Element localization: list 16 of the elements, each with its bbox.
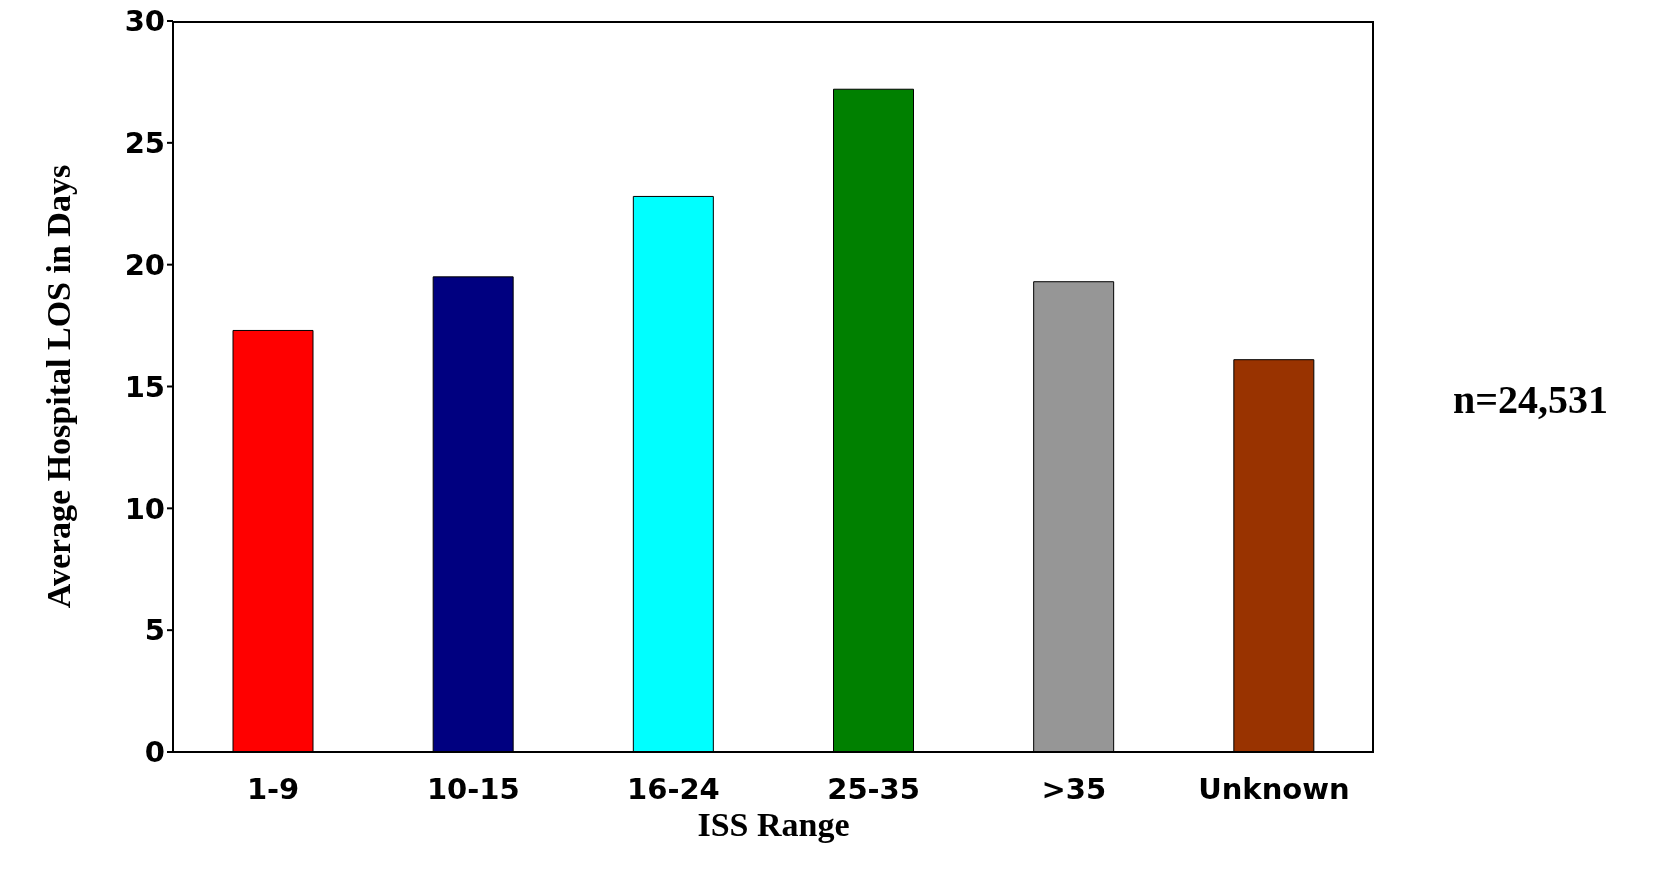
y-tick-label: 5 bbox=[144, 613, 165, 648]
y-axis-title: Average Hospital LOS in Days bbox=[40, 164, 78, 609]
x-tick-label: 1-9 bbox=[246, 771, 300, 806]
x-tick-label: 10-15 bbox=[426, 771, 520, 806]
y-tick-label: 25 bbox=[124, 126, 165, 161]
text: n=24,531 bbox=[1453, 376, 1609, 423]
y-tick-label: 20 bbox=[124, 247, 165, 282]
x-tick-label: Unknown bbox=[1198, 771, 1350, 806]
x-tick-label: >35 bbox=[1041, 771, 1107, 806]
y-tick-label: 15 bbox=[124, 369, 165, 404]
y-tick-label: 30 bbox=[124, 4, 165, 39]
x-axis-title: ISS Range bbox=[696, 806, 851, 844]
x-tick-label: 16-24 bbox=[627, 771, 720, 806]
x-tick-label: 25-35 bbox=[827, 771, 920, 806]
y-tick-label: 0 bbox=[144, 735, 165, 770]
y-tick-label: 10 bbox=[124, 491, 165, 526]
